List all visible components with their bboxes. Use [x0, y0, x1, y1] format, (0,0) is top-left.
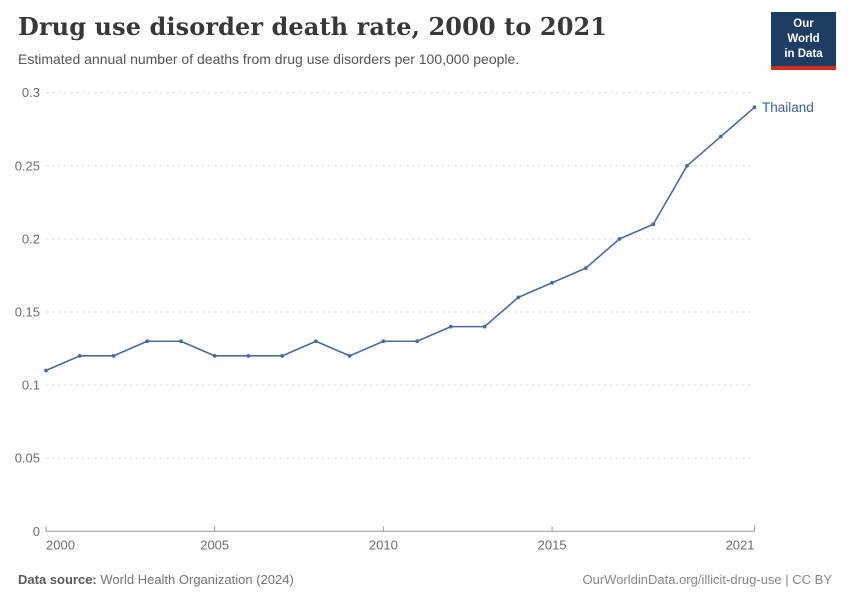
x-axis-tick-label: 2000 [46, 537, 75, 552]
data-source: Data source: World Health Organization (… [18, 572, 294, 587]
y-axis-tick-label: 0 [33, 524, 40, 539]
data-point [516, 295, 521, 300]
y-axis-tick-label: 0.3 [22, 85, 40, 100]
data-source-label: Data source: [18, 572, 97, 587]
y-axis-tick-label: 0.15 [15, 305, 40, 320]
x-axis-tick-label: 2021 [726, 537, 755, 552]
x-axis-tick-label: 2005 [200, 537, 229, 552]
data-point [651, 222, 656, 227]
data-point [314, 339, 318, 344]
data-point [617, 237, 622, 241]
y-axis-tick-label: 0.2 [22, 231, 40, 246]
y-axis-tick-label: 0.05 [15, 451, 40, 466]
data-point [415, 339, 420, 344]
data-point [482, 324, 487, 329]
data-point [145, 339, 150, 344]
chart-footer: Data source: World Health Organization (… [18, 572, 832, 587]
chart-header: Drug use disorder death rate, 2000 to 20… [18, 12, 740, 67]
chart-title: Drug use disorder death rate, 2000 to 20… [18, 12, 608, 41]
data-point [685, 163, 689, 168]
data-line [45, 106, 756, 372]
data-point [212, 353, 217, 358]
data-point [381, 339, 386, 344]
data-point [246, 353, 251, 358]
data-point [347, 353, 352, 358]
data-point [111, 353, 116, 358]
credit-text: OurWorldinData.org/illicit-drug-use | CC… [582, 572, 833, 587]
data-point [280, 353, 285, 358]
x-axis-tick-label: 2010 [369, 537, 398, 552]
data-point [77, 353, 82, 358]
x-axis-tick-label: 2015 [538, 537, 567, 552]
owid-logo-line1: Our World [787, 18, 820, 45]
data-point [550, 280, 554, 285]
data-point [583, 266, 588, 271]
data-point [752, 105, 757, 110]
y-axis-tick-label: 0.1 [22, 378, 40, 393]
owid-logo: Our World in Data [771, 12, 836, 70]
data-source-value: World Health Organization (2024) [100, 572, 294, 587]
owid-logo-line2: in Data [784, 47, 823, 60]
entity-label: Thailand [762, 100, 814, 115]
data-point [179, 339, 183, 344]
y-axis-tick-label: 0.25 [15, 158, 40, 173]
data-point [718, 134, 723, 139]
data-point [44, 368, 48, 373]
data-point [448, 324, 453, 329]
chart-subtitle: Estimated annual number of deaths from d… [18, 50, 520, 67]
